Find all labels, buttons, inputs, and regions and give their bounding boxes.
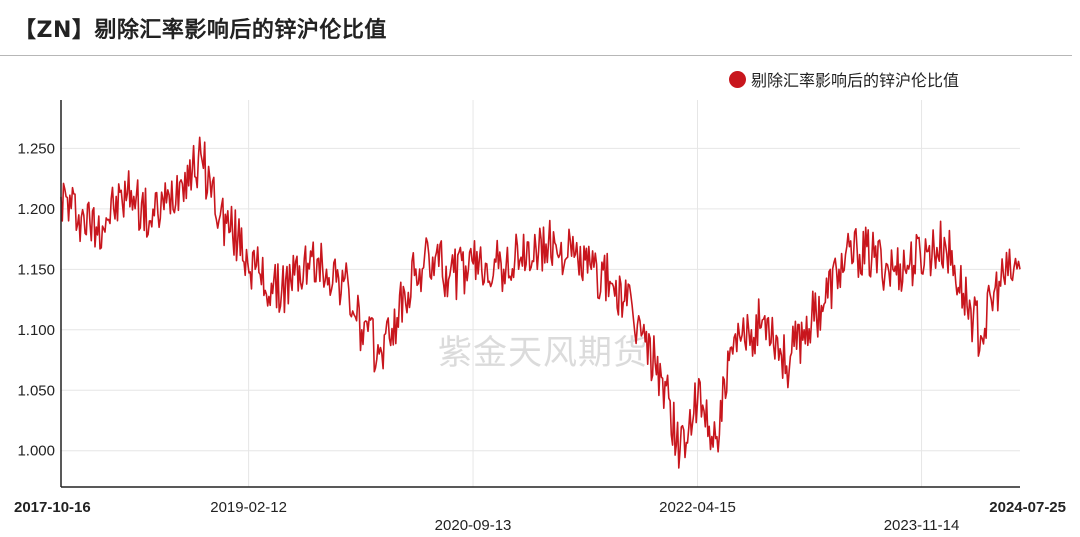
title-divider (0, 55, 1072, 56)
y-tick-label: 1.250 (17, 140, 55, 157)
series-layer (60, 136, 1021, 469)
x-tick-label: 2024-07-25 (989, 499, 1066, 516)
legend-label: 剔除汇率影响后的锌沪伦比值 (751, 73, 960, 90)
y-tick-label: 1.200 (17, 201, 55, 218)
y-tick-label: 1.050 (17, 382, 55, 399)
x-tick-label: 2020-09-13 (435, 517, 512, 534)
label-layer: 1.000 1.050 1.100 1.150 1.200 1.250 2017-10-16… (14, 140, 1066, 534)
chart-title: 【ZN】剔除汇率影响后的锌沪伦比值 (14, 18, 387, 43)
x-tick-label: 2022-04-15 (659, 499, 736, 516)
legend-marker-icon (729, 70, 746, 88)
x-tick-label: 2017-10-16 (14, 499, 91, 516)
y-tick-label: 1.000 (17, 443, 55, 460)
y-tick-label: 1.100 (17, 322, 55, 339)
legend[interactable]: 剔除汇率影响后的锌沪伦比值 (729, 67, 959, 91)
x-tick-label: 2023-11-14 (884, 517, 960, 534)
x-tick-label: 2019-02-12 (210, 499, 287, 516)
axis-layer (60, 100, 1020, 488)
series-line (60, 136, 1021, 469)
y-tick-label: 1.150 (17, 261, 55, 278)
